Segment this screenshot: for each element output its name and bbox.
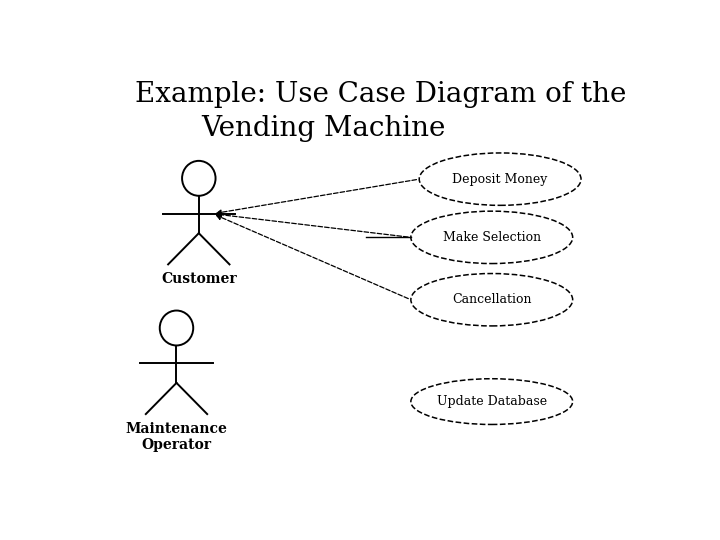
Text: Make Selection: Make Selection [443, 231, 541, 244]
Text: Maintenance
Operator: Maintenance Operator [125, 422, 228, 452]
Text: Vending Machine: Vending Machine [202, 114, 446, 141]
Text: Example: Use Case Diagram of the: Example: Use Case Diagram of the [135, 82, 626, 109]
Text: Deposit Money: Deposit Money [452, 173, 548, 186]
Text: Update Database: Update Database [437, 395, 546, 408]
Text: Customer: Customer [161, 272, 237, 286]
Text: Cancellation: Cancellation [452, 293, 531, 306]
